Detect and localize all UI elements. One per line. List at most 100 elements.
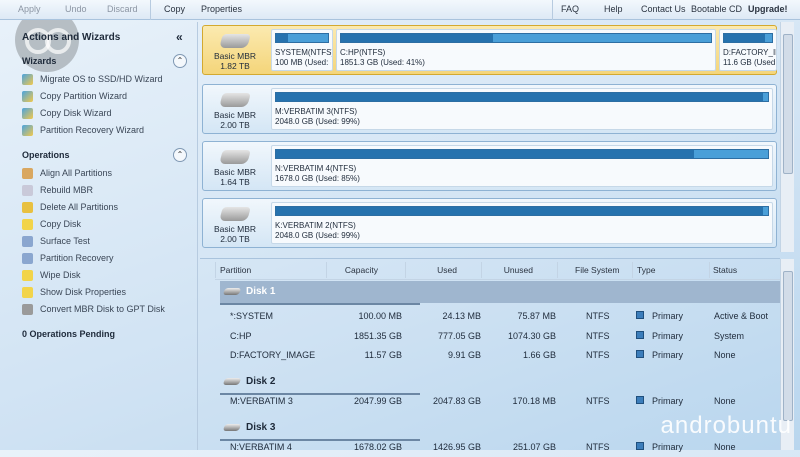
faq-button[interactable]: FAQ: [561, 4, 580, 14]
operation-item[interactable]: Show Disk Properties: [22, 285, 126, 299]
column-header-type[interactable]: Type: [637, 265, 656, 275]
disk-size: 2.00 TB: [220, 120, 250, 130]
wizard-icon: [22, 124, 33, 136]
disk-type: Basic MBR: [213, 224, 257, 234]
collapse-panel-icon[interactable]: «: [176, 30, 183, 44]
table-row[interactable]: *:SYSTEM 100.00 MB 24.13 MB 75.87 MB NTFS Pri…: [200, 308, 780, 326]
disk-map-row[interactable]: Basic MBR 1.82 TB SYSTEM(NTFS) 100 MB (Used…: [202, 25, 777, 75]
wizard-label: Copy Partition Wizard: [40, 91, 128, 101]
cell-used: 2047.83 GB: [432, 396, 481, 406]
primary-type-icon: [636, 396, 644, 404]
disk-underline: [220, 303, 420, 305]
operation-item[interactable]: Delete All Partitions: [22, 200, 118, 214]
column-header-used[interactable]: Used: [437, 265, 457, 275]
collapse-operations-icon[interactable]: ⌃: [173, 148, 187, 162]
contact-us-button[interactable]: Contact Us: [641, 4, 686, 14]
cell-status: None: [714, 350, 736, 360]
cell-type: Primary: [652, 396, 683, 406]
wizard-item[interactable]: Partition Recovery Wizard: [22, 123, 144, 137]
disk-map-row[interactable]: Basic MBR 2.00 TB K:VERBATIM 2(NTFS) 2048.0…: [202, 198, 777, 248]
cell-used: 1426.95 GB: [432, 442, 481, 452]
wizard-item[interactable]: Copy Disk Wizard: [22, 106, 112, 120]
scrollbar-thumb[interactable]: [783, 271, 793, 421]
partition-info: 1678.0 GB (Used: 85%): [275, 174, 360, 183]
partition-block[interactable]: C:HP(NTFS) 1851.3 GB (Used: 41%): [336, 29, 716, 71]
disk-group-row[interactable]: Disk 1: [220, 281, 780, 303]
disk-label: Disk 3: [246, 422, 276, 433]
disk-map-scrollbar[interactable]: [780, 22, 794, 252]
toolbar: Apply Undo Discard Copy Properties FAQ H…: [0, 0, 800, 20]
column-divider: [326, 262, 327, 278]
disk-group-row[interactable]: Disk 2: [220, 371, 780, 393]
scrollbar-thumb[interactable]: [783, 34, 793, 174]
wizard-item[interactable]: Migrate OS to SSD/HD Wizard: [22, 72, 163, 86]
properties-button[interactable]: Properties: [201, 4, 243, 14]
column-header-status[interactable]: Status: [713, 265, 738, 275]
disk-info: Basic MBR 1.82 TB: [203, 26, 267, 74]
cell-file-system: NTFS: [586, 350, 610, 360]
cell-unused: 251.07 GB: [512, 442, 556, 452]
cell-unused: 170.18 MB: [512, 396, 556, 406]
column-header-capacity[interactable]: Capacity: [344, 265, 378, 275]
wizard-label: Migrate OS to SSD/HD Wizard: [40, 74, 163, 84]
primary-type-icon: [636, 350, 644, 358]
partition-block[interactable]: SYSTEM(NTFS) 100 MB (Used:: [271, 29, 333, 71]
disk-map-row[interactable]: Basic MBR 1.64 TB N:VERBATIM 4(NTFS) 1678.0…: [202, 141, 777, 191]
hard-disk-icon: [222, 424, 242, 431]
operation-label: Wipe Disk: [40, 270, 81, 280]
disk-type: Basic MBR: [213, 167, 257, 177]
cell-type: Primary: [652, 311, 683, 321]
cell-partition: N:VERBATIM 4: [230, 442, 292, 452]
cell-status: None: [714, 396, 736, 406]
undo-button[interactable]: Undo: [65, 4, 87, 14]
usage-fill: [276, 34, 289, 42]
hard-disk-icon: [222, 288, 242, 295]
disk-info: Basic MBR 1.64 TB: [203, 142, 267, 190]
operation-label: Show Disk Properties: [40, 287, 127, 297]
wizard-icon: [22, 90, 33, 102]
operation-item[interactable]: Rebuild MBR: [22, 183, 93, 197]
usage-fill: [341, 34, 493, 42]
wizard-item[interactable]: Copy Partition Wizard: [22, 89, 127, 103]
disk-map-row[interactable]: Basic MBR 2.00 TB M:VERBATIM 3(NTFS) 2048.0…: [202, 84, 777, 134]
cell-capacity: 1851.35 GB: [353, 330, 402, 341]
partition-block[interactable]: N:VERBATIM 4(NTFS) 1678.0 GB (Used: 85%): [271, 145, 773, 187]
column-header-file-system[interactable]: File System: [575, 265, 620, 275]
column-header-partition[interactable]: Partition: [220, 265, 252, 275]
partition-text: D:FACTORY_IM 11.6 GB (Used: [723, 48, 776, 68]
partition-block[interactable]: M:VERBATIM 3(NTFS) 2048.0 GB (Used: 99%): [271, 88, 773, 130]
operation-item[interactable]: Align All Partitions: [22, 166, 112, 180]
discard-button[interactable]: Discard: [107, 4, 138, 14]
table-row[interactable]: C:HP 1851.35 GB 777.05 GB 1074.30 GB NTFS Pri…: [200, 328, 780, 346]
column-header-unused[interactable]: Unused: [503, 265, 533, 275]
operation-item[interactable]: Convert MBR Disk to GPT Disk: [22, 302, 165, 316]
disk-info: Basic MBR 2.00 TB: [203, 199, 267, 247]
bootable-cd-button[interactable]: Bootable CD: [691, 4, 743, 14]
table-row[interactable]: D:FACTORY_IMAGE 11.57 GB 9.91 GB 1.66 GB NTF…: [200, 347, 780, 365]
partition-name: C:HP(NTFS): [340, 48, 386, 57]
table-row[interactable]: M:VERBATIM 3 2047.99 GB 2047.83 GB 170.18 M…: [200, 393, 780, 411]
operation-item[interactable]: Partition Recovery: [22, 251, 114, 265]
table-scrollbar[interactable]: [780, 259, 794, 450]
partition-block[interactable]: D:FACTORY_IM 11.6 GB (Used: [719, 29, 777, 71]
disk-underline: [220, 393, 420, 395]
cell-type: Primary: [652, 442, 683, 452]
collapse-wizards-icon[interactable]: ⌃: [173, 54, 187, 68]
apply-button[interactable]: Apply: [18, 4, 41, 14]
table-row[interactable]: N:VERBATIM 4 1678.02 GB 1426.95 GB 251.07 G…: [200, 439, 780, 457]
copy-button[interactable]: Copy: [164, 4, 186, 14]
upgrade-button[interactable]: Upgrade!: [748, 4, 788, 14]
help-button[interactable]: Help: [604, 4, 623, 14]
cell-partition: D:FACTORY_IMAGE: [230, 350, 316, 360]
hard-disk-icon: [219, 93, 251, 107]
rebuild-icon: [22, 184, 33, 196]
operation-item[interactable]: Copy Disk: [22, 217, 81, 231]
actions-panel: Actions and Wizards « Wizards ⌃ Migrate …: [12, 22, 198, 450]
operation-item[interactable]: Wipe Disk: [22, 268, 81, 282]
wizard-label: Copy Disk Wizard: [40, 108, 112, 118]
partition-block[interactable]: K:VERBATIM 2(NTFS) 2048.0 GB (Used: 99%): [271, 202, 773, 244]
operation-item[interactable]: Surface Test: [22, 234, 90, 248]
operation-label: Delete All Partitions: [40, 202, 119, 212]
disk-group-row[interactable]: Disk 3: [220, 417, 780, 439]
disk-info: Basic MBR 2.00 TB: [203, 85, 267, 133]
